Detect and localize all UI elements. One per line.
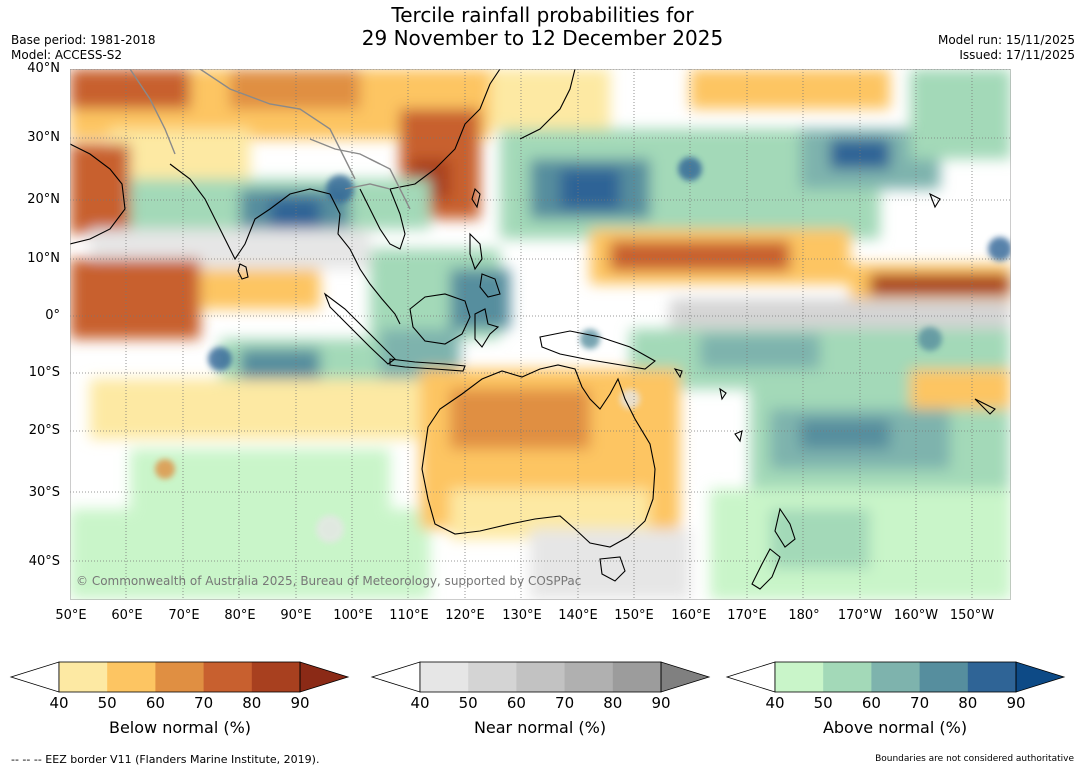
above-normal-label: Above normal (%) — [822, 718, 968, 737]
lat-label-30n: 30°N — [27, 130, 60, 145]
colorbar-2-frame — [774, 661, 1017, 693]
colorbar-2-segment-4 — [919, 662, 969, 692]
country-borders — [129, 69, 411, 210]
model-run-text: Model run: 15/11/2025 — [937, 33, 1075, 47]
map-frame — [70, 69, 1011, 600]
colorbar-2-tick-40: 40 — [765, 694, 785, 712]
copyright-text: © Commonwealth of Australia 2025, Bureau… — [76, 574, 581, 588]
lon-label-110e: 110°E — [389, 608, 429, 623]
colorbar-0-tick-70: 70 — [194, 694, 214, 712]
issued-text: Issued: 17/11/2025 — [959, 48, 1075, 62]
colorbar-0-tick-50: 50 — [97, 694, 117, 712]
colorbar-0-tick-40: 40 — [49, 694, 69, 712]
meta-right: Model run: 15/11/2025 Issued: 17/11/2025 — [938, 33, 1075, 63]
colorbar-1-segment-1 — [420, 662, 469, 692]
colorbar-0-upper-extend — [299, 661, 350, 693]
graticule — [70, 69, 1011, 600]
lon-label-170e: 170°E — [727, 608, 767, 623]
lon-label-150w: 150°W — [949, 608, 995, 623]
colorbar-0-frame — [58, 661, 301, 693]
colorbar-2-tick-90: 90 — [1006, 694, 1026, 712]
lat-label-30s: 30°S — [28, 485, 60, 500]
colorbar-2-lower-extend — [725, 661, 776, 693]
model-text: Model: ACCESS-S2 — [11, 48, 123, 62]
meta-left: Base period: 1981-2018 Model: ACCESS-S2 — [11, 33, 156, 63]
colorbar-1-tick-50: 50 — [458, 694, 478, 712]
lat-label-20n: 20°N — [27, 192, 60, 207]
colorbar-1-segment-2 — [468, 662, 517, 692]
boundaries-disclaimer: Boundaries are not considered authoritat… — [875, 754, 1074, 764]
probability-field — [70, 69, 1011, 600]
lat-label-40s: 40°S — [28, 554, 60, 569]
lat-label-10n: 10°N — [27, 251, 60, 266]
lon-label-160e: 160°E — [671, 608, 711, 623]
lon-label-160w: 160°W — [893, 608, 939, 623]
colorbar-2-tick-70: 70 — [910, 694, 930, 712]
colorbar-2-tick-80: 80 — [958, 694, 978, 712]
eez-legend-text: -- -- -- EEZ border V11 (Flanders Marine… — [11, 753, 320, 766]
colorbar-1-segment-5 — [612, 662, 662, 692]
colorbar-0-segment-2 — [107, 662, 156, 692]
colorbar-1-tick-80: 80 — [603, 694, 623, 712]
colorbar-1-tick-60: 60 — [506, 694, 526, 712]
colorbar-2-segment-1 — [775, 662, 824, 692]
colorbar-0-segment-5 — [251, 662, 301, 692]
colorbar-0-tick-80: 80 — [242, 694, 262, 712]
base-period-text: Base period: 1981-2018 — [11, 33, 156, 47]
lon-label-100e: 100°E — [333, 608, 373, 623]
lon-label-140e: 140°E — [558, 608, 598, 623]
coastlines — [70, 69, 996, 590]
colorbar-2-upper-extend — [1015, 661, 1066, 693]
colorbar-1-tick-90: 90 — [651, 694, 671, 712]
colorbar-1-upper-extend — [660, 661, 711, 693]
lon-label-130e: 130°E — [502, 608, 542, 623]
colorbar-2-tick-60: 60 — [861, 694, 881, 712]
colorbar-1-lower-extend — [370, 661, 421, 693]
colorbar-1-frame — [419, 661, 662, 693]
lon-label-60e: 60°E — [111, 608, 143, 623]
title-line-2: 29 November to 12 December 2025 — [361, 26, 724, 50]
lat-label-10s: 10°S — [28, 365, 60, 380]
lon-label-120e: 120°E — [445, 608, 485, 623]
lat-label-20s: 20°S — [28, 423, 60, 438]
lon-label-90e: 90°E — [280, 608, 312, 623]
colorbar-0-lower-extend — [9, 661, 60, 693]
lat-label-0: 0° — [45, 308, 60, 323]
colorbar-1-tick-70: 70 — [555, 694, 575, 712]
lat-label-40n: 40°N — [27, 61, 60, 76]
colorbar-2-segment-5 — [967, 662, 1017, 692]
lon-label-70e: 70°E — [168, 608, 200, 623]
colorbars — [9, 661, 1066, 693]
colorbar-2-segment-2 — [823, 662, 872, 692]
rainfall-probability-map: © Commonwealth of Australia 2025, Bureau… — [70, 69, 1011, 600]
colorbar-0-tick-60: 60 — [145, 694, 165, 712]
lon-label-170w: 170°W — [837, 608, 883, 623]
colorbar-1-segment-4 — [564, 662, 614, 692]
map-title: Tercile rainfall probabilities for 29 No… — [0, 4, 1085, 50]
lon-label-80e: 80°E — [224, 608, 256, 623]
below-normal-label: Below normal (%) — [108, 718, 252, 737]
near-normal-label: Near normal (%) — [473, 718, 607, 737]
lon-label-50e: 50°E — [55, 608, 87, 623]
colorbar-0-segment-1 — [59, 662, 108, 692]
colorbar-0-segment-3 — [155, 662, 205, 692]
colorbar-0-segment-4 — [203, 662, 253, 692]
lon-label-150e: 150°E — [614, 608, 654, 623]
lon-label-180: 180° — [788, 608, 820, 623]
colorbar-1-tick-40: 40 — [410, 694, 430, 712]
colorbar-1-segment-3 — [516, 662, 566, 692]
title-line-1: Tercile rainfall probabilities for — [391, 3, 694, 27]
colorbar-0-tick-90: 90 — [290, 694, 310, 712]
colorbar-2-tick-50: 50 — [813, 694, 833, 712]
colorbar-2-segment-3 — [871, 662, 921, 692]
